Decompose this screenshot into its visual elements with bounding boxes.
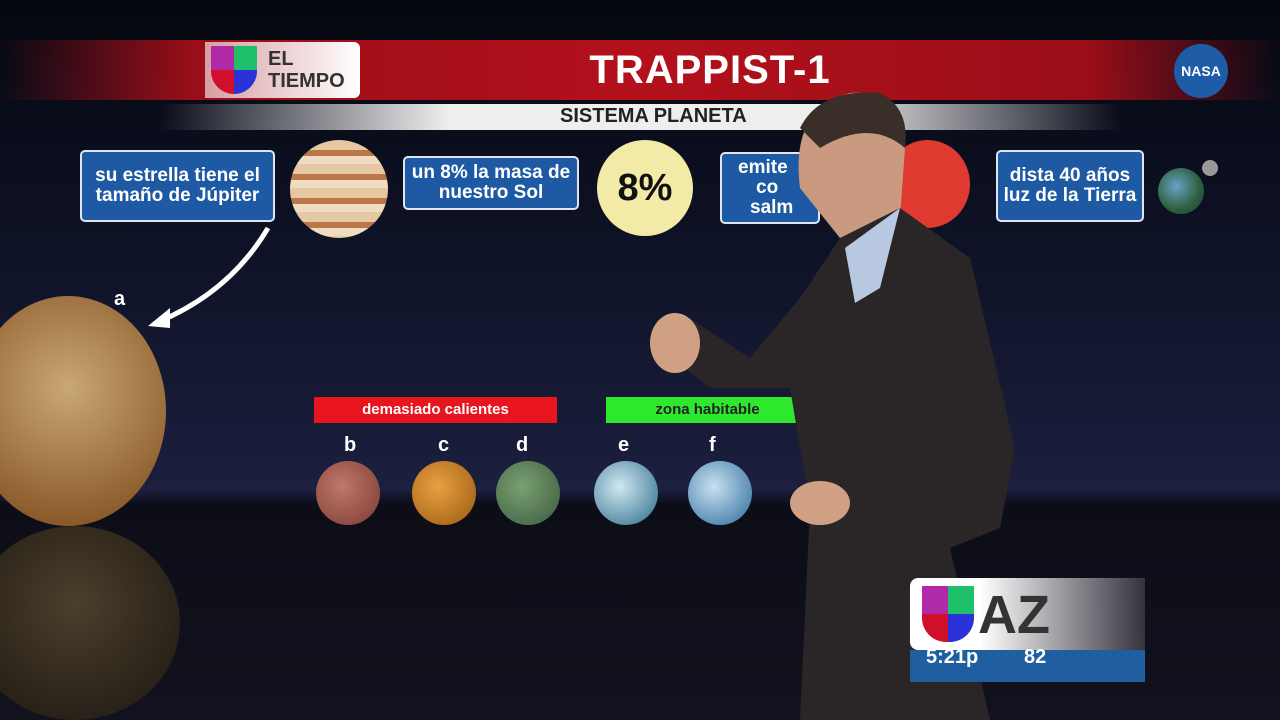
mass-badge: 8% [597,140,693,236]
el-tiempo-logo [205,42,360,98]
earth-image [1158,168,1204,214]
fact-card-size: su estrella tiene el tamaño de Júpiter [80,150,275,222]
planet-f-image [688,461,752,525]
station-logo-box [910,578,1145,650]
planet-a-image [0,296,166,526]
planet-label-c: c [438,434,450,456]
fact-card-mass: un 8% la masa de nuestro Sol [403,156,579,210]
nasa-logo-icon: NASA [1174,44,1228,98]
zone-hot-label: demasiado calientes [314,397,557,423]
time-display: 5:21p [926,646,979,668]
subtitle: SISTEMA PLANETA [560,105,747,127]
temperature-display: 82 [1024,646,1047,668]
fact-line: salm [750,197,794,218]
jupiter-image [290,140,388,238]
planet-e-image [594,461,658,525]
station-name: AZ [978,585,1050,645]
univision-logo-icon [922,586,974,642]
brand-text: EL TIEMPO [268,48,345,92]
planet-c-image [412,461,476,525]
fact-line: co [756,177,779,198]
zone-habitable-label: zona habitable [606,397,809,423]
planet-d-image [496,461,560,525]
planet-a-reflection [0,526,180,720]
page-title: TRAPPIST-1 [589,48,831,92]
planet-label-e: e [618,434,630,456]
subtitle-bar [160,104,1120,130]
planet-label-d: d [516,434,529,456]
planet-b-image [316,461,380,525]
ticker-bar: 5:21p 82 [910,646,1145,682]
fact-card-distance: dista 40 años luz de la Tierra [996,150,1144,222]
brand-line2: TIEMPO [268,70,345,92]
moon-image [1202,160,1218,176]
fact-line: emite [738,157,788,178]
planet-label-a: a [114,288,126,310]
brand-line1: EL [268,48,294,70]
arrow-icon [148,226,271,328]
planet-label-f: f [709,434,716,456]
univision-logo-icon [211,46,257,94]
planet-label-b: b [344,434,357,456]
